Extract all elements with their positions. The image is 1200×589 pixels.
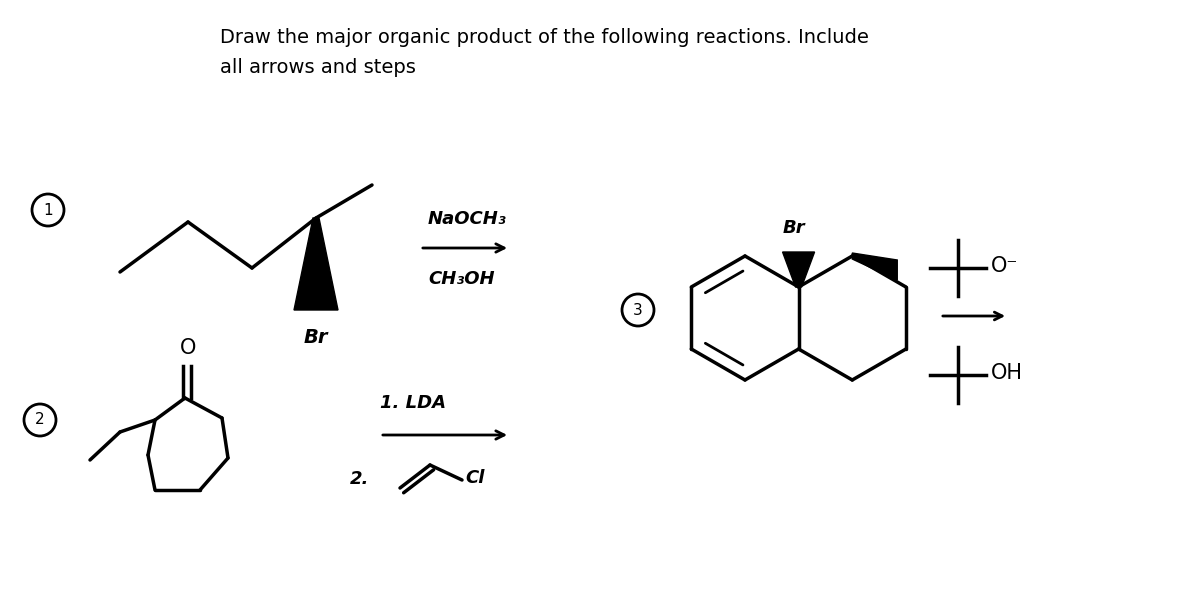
Polygon shape xyxy=(852,253,898,280)
Text: CH₃OH: CH₃OH xyxy=(428,270,494,288)
Polygon shape xyxy=(294,218,338,310)
Text: Br: Br xyxy=(782,219,805,237)
Text: Draw the major organic product of the following reactions. Include: Draw the major organic product of the fo… xyxy=(220,28,869,47)
Text: 2: 2 xyxy=(35,412,44,428)
Text: Cl: Cl xyxy=(466,469,485,487)
Text: NaOCH₃: NaOCH₃ xyxy=(428,210,506,228)
Text: 1. LDA: 1. LDA xyxy=(380,394,446,412)
Text: 1: 1 xyxy=(43,203,53,217)
Text: O⁻: O⁻ xyxy=(991,256,1019,276)
Text: O: O xyxy=(180,338,196,358)
Text: Br: Br xyxy=(304,328,329,347)
Text: OH: OH xyxy=(991,363,1022,383)
Polygon shape xyxy=(782,252,815,287)
Text: all arrows and steps: all arrows and steps xyxy=(220,58,416,77)
Text: 2.: 2. xyxy=(350,470,370,488)
Text: 3: 3 xyxy=(634,303,643,317)
